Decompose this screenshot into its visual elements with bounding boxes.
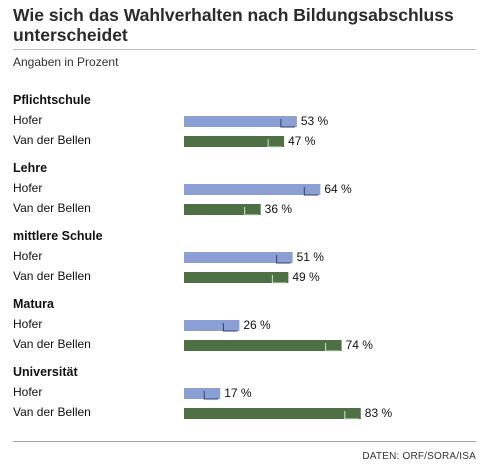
- bar-end-marker: [325, 343, 340, 352]
- bar-end-marker: [244, 207, 259, 216]
- bar-end-marker: [280, 119, 295, 128]
- category-label: Lehre: [13, 161, 47, 175]
- bar-end-marker: [271, 275, 287, 284]
- chart-subtitle: Angaben in Prozent: [13, 55, 119, 69]
- series-label: Hofer: [13, 113, 42, 127]
- data-label: 36 %: [265, 202, 293, 216]
- bar: [184, 184, 321, 195]
- series-label: Van der Bellen: [13, 405, 91, 419]
- data-label: 17 %: [224, 386, 252, 400]
- data-label: 64 %: [324, 182, 352, 196]
- bar: [184, 408, 361, 419]
- bar-end-marker: [203, 391, 219, 400]
- data-label: 47 %: [288, 134, 316, 148]
- category-label: Pflichtschule: [13, 93, 91, 107]
- bar-end-marker: [276, 255, 291, 264]
- category-label: Universität: [13, 365, 78, 379]
- bar: [184, 204, 261, 215]
- series-label: Hofer: [13, 317, 42, 331]
- series-label: Hofer: [13, 385, 42, 399]
- bar: [184, 116, 297, 127]
- data-label: 74 %: [346, 338, 374, 352]
- bar: [184, 340, 342, 351]
- bar: [184, 272, 289, 283]
- bar: [184, 320, 240, 331]
- series-label: Van der Bellen: [13, 337, 91, 351]
- bar: [184, 136, 285, 147]
- series-label: Hofer: [13, 181, 42, 195]
- bar-end-marker: [267, 139, 283, 148]
- category-label: mittlere Schule: [13, 229, 103, 243]
- series-label: Van der Bellen: [13, 133, 91, 147]
- bar: [184, 252, 293, 263]
- footer-divider: [13, 441, 476, 442]
- data-label: 26 %: [243, 318, 271, 332]
- series-label: Hofer: [13, 249, 42, 263]
- data-label: 83 %: [365, 406, 393, 420]
- category-label: Matura: [13, 297, 55, 311]
- series-label: Van der Bellen: [13, 269, 91, 283]
- series-label: Van der Bellen: [13, 201, 91, 215]
- source-credit: DATEN: ORF/SORA/ISA: [362, 451, 476, 462]
- bar-end-marker: [222, 323, 238, 332]
- bar-end-marker: [344, 411, 359, 420]
- bar-end-marker: [303, 187, 319, 196]
- data-label: 53 %: [301, 114, 329, 128]
- bar-chart: Pflichtschule Hofer 53 % Van der Bellen 47 %…: [13, 93, 393, 420]
- title-divider: [13, 49, 476, 50]
- data-label: 51 %: [297, 250, 325, 264]
- bar: [184, 388, 221, 399]
- chart-title: Wie sich das Wahlverhalten nach Bildungs…: [13, 5, 454, 45]
- data-label: 49 %: [292, 270, 320, 284]
